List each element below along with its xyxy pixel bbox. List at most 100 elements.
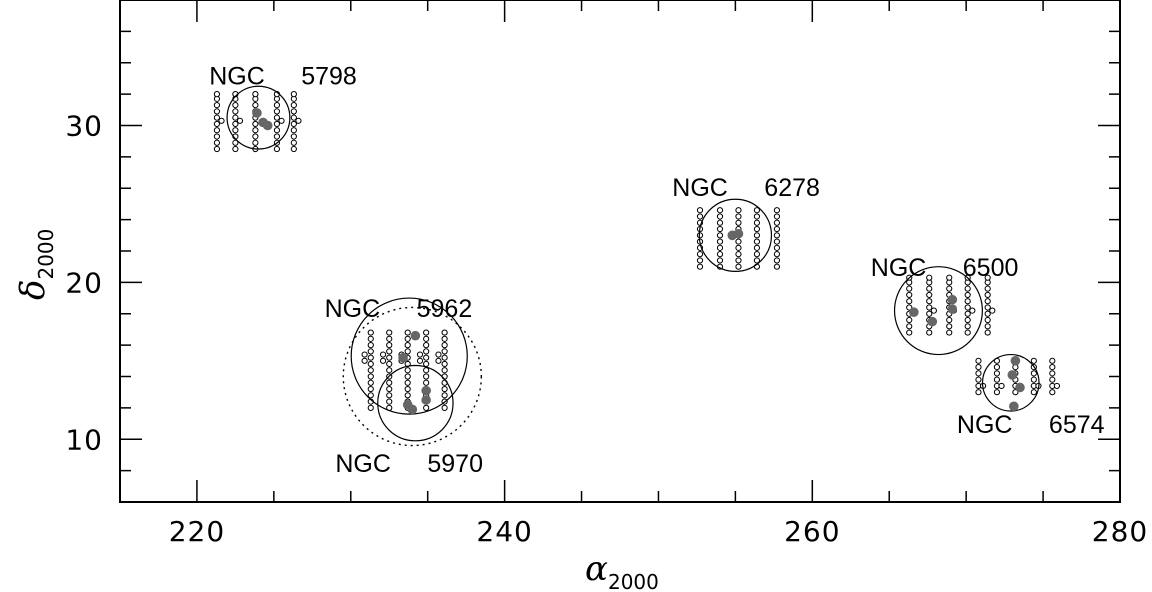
pointing-point: [416, 351, 424, 358]
pointing-point: [735, 213, 742, 220]
galaxy-point: [909, 307, 919, 317]
pointing-point: [423, 373, 430, 380]
pointing-point: [367, 335, 374, 342]
pointing-point: [441, 367, 448, 374]
pointing-point: [735, 238, 742, 245]
pointing-point: [1049, 370, 1056, 377]
pointing-point: [773, 238, 781, 245]
pointing-point: [964, 323, 971, 330]
pointing-point: [423, 342, 430, 349]
pointing-point: [926, 298, 933, 305]
pointing-point: [984, 329, 991, 336]
pointing-point: [930, 307, 937, 314]
pointing-point: [735, 257, 742, 264]
galaxy-point: [421, 395, 431, 405]
pointing-point: [926, 329, 933, 336]
pointing-point: [404, 342, 411, 349]
pointing-point: [367, 379, 374, 386]
axis-ticks: [119, 0, 1121, 502]
x-tick-label: 240: [476, 515, 532, 548]
pointing-point: [1049, 357, 1056, 364]
y-tick-label: 20: [65, 266, 103, 299]
galaxy-point: [1009, 401, 1019, 412]
pointing-point: [404, 329, 411, 336]
group-ngc-6500: NGC 6500: [871, 254, 1018, 356]
pointing-point: [441, 329, 448, 336]
pointing-point: [213, 102, 221, 109]
galaxy-point: [947, 294, 958, 305]
tick-labels: 220 240 260 280 10 20 30: [65, 110, 1147, 549]
pointing-point: [423, 335, 430, 342]
pointing-point: [989, 307, 996, 314]
dashed-footprint-circle: [342, 306, 483, 447]
pointing-point: [273, 102, 281, 109]
pointing-point: [975, 363, 982, 371]
pointing-point: [386, 348, 393, 355]
group-label-name: NGC: [209, 63, 265, 91]
x-tick-label: 260: [784, 515, 840, 548]
pointing-point: [753, 251, 761, 258]
pointing-point: [232, 139, 239, 146]
galaxy-point: [262, 120, 273, 131]
pointing-point: [716, 232, 724, 239]
pointing-point: [367, 385, 374, 393]
pointing-point: [773, 263, 781, 270]
pointing-point: [213, 127, 221, 134]
footprint-circle: [377, 364, 454, 442]
pointing-point: [386, 385, 393, 393]
pointing-point: [290, 114, 297, 121]
group-label-number: 5970: [427, 450, 483, 478]
pointing-point: [441, 342, 448, 349]
pointing-point: [1049, 376, 1056, 383]
x-tick-label: 220: [169, 515, 225, 548]
pointing-point: [367, 367, 374, 374]
pointing-point: [273, 114, 281, 121]
pointing-point: [696, 257, 704, 264]
pointing-point: [273, 145, 281, 153]
pointing-point: [753, 225, 761, 233]
pointing-point: [975, 357, 982, 364]
pointing-point: [993, 376, 1001, 383]
pointing-point: [273, 133, 281, 140]
pointing-point: [716, 219, 724, 226]
galaxy-point: [252, 108, 262, 118]
pointing-point: [423, 348, 430, 355]
pointing-point: [367, 329, 374, 336]
pointing-point: [696, 251, 704, 258]
pointing-point: [404, 379, 411, 386]
pointing-point: [773, 225, 781, 233]
pointing-point: [753, 257, 761, 264]
pointing-point: [1049, 363, 1056, 371]
pointing-point: [906, 298, 913, 305]
pointing-point: [716, 251, 724, 258]
pointing-point: [926, 274, 933, 281]
pointing-point: [367, 348, 374, 355]
pointing-point: [290, 91, 297, 98]
pointing-point: [735, 244, 742, 251]
pointing-point: [964, 329, 971, 336]
pointing-point: [295, 117, 302, 124]
pointing-point: [290, 133, 297, 140]
pointing-point: [753, 232, 761, 239]
pointing-point: [252, 133, 259, 140]
pointing-point: [1030, 370, 1037, 377]
pointing-point: [423, 404, 430, 411]
pointing-point: [386, 367, 393, 374]
footprint-circle: [893, 266, 983, 356]
pointing-point: [984, 323, 991, 330]
footprint-circle: [981, 353, 1040, 412]
group-ngc-6574: NGC 6574: [957, 353, 1105, 439]
group-ngc-6278: NGC 6278: [672, 174, 820, 272]
pointing-point: [423, 379, 430, 386]
pointing-point: [423, 360, 430, 368]
pointing-point: [386, 360, 393, 368]
pointing-point: [964, 310, 971, 317]
pointing-point: [404, 373, 411, 380]
pointing-point: [213, 114, 221, 121]
galaxy-point: [927, 316, 938, 327]
pointing-point: [735, 263, 742, 270]
pointing-point: [993, 363, 1001, 371]
pointing-point: [232, 108, 239, 115]
pointing-point: [975, 389, 982, 396]
